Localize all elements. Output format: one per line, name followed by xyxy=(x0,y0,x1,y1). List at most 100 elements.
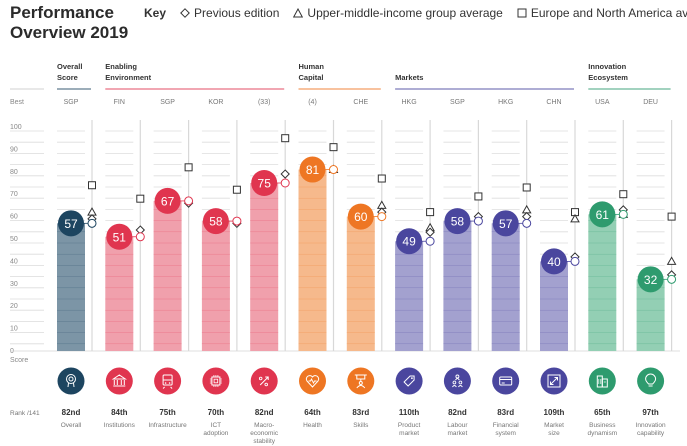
best-country-code: (4) xyxy=(308,99,317,106)
europe-na-marker xyxy=(88,181,96,190)
pillar-name-line1: Innovation xyxy=(636,422,666,429)
rank-value: 75th xyxy=(159,408,176,417)
upper-middle-marker xyxy=(87,207,97,216)
pillar-icon xyxy=(105,367,133,395)
score-value: 51 xyxy=(113,230,127,244)
group-name-line1: Innovation xyxy=(588,62,626,71)
current-score-marker xyxy=(135,232,145,242)
pillar-column: CHE 60 83rd Skills xyxy=(346,99,387,429)
score-bar xyxy=(250,183,279,351)
best-label: Best xyxy=(10,99,24,106)
score-value: 58 xyxy=(451,215,465,229)
pillar-column: SGP 67 75th Infrastructure xyxy=(148,99,194,429)
y-tick-label: 100 xyxy=(10,124,22,131)
pillar-name-line2: capability xyxy=(637,430,665,437)
rank-value: 83rd xyxy=(352,408,369,417)
percent-icon-glyph xyxy=(258,376,269,387)
y-tick-label: 90 xyxy=(10,146,18,153)
current-score-marker xyxy=(425,236,435,246)
group-name-line1: Human xyxy=(299,62,325,71)
chip-icon-glyph xyxy=(209,375,222,387)
triangle-icon xyxy=(293,8,304,18)
previous-edition-marker xyxy=(280,169,290,179)
score-bar xyxy=(346,216,375,351)
pillar-name-line1: Macro- xyxy=(254,422,274,429)
lightbulb-icon xyxy=(637,367,665,395)
institution-icon-glyph xyxy=(111,374,127,387)
best-country-code: USA xyxy=(595,99,610,106)
score-bar xyxy=(443,221,472,351)
europe-na-marker xyxy=(281,134,290,143)
pillar-icon xyxy=(347,367,375,395)
legend-item-europe: Europe and North America average xyxy=(517,6,687,20)
title-line-2: Overview 2019 xyxy=(10,23,129,42)
rank-value: 82nd xyxy=(62,408,81,417)
pillar-name-line1: Overall xyxy=(61,422,82,429)
card-icon xyxy=(492,367,520,395)
score-bubble xyxy=(202,208,229,235)
score-bubble xyxy=(154,187,181,214)
best-country-code: HKG xyxy=(402,99,417,106)
score-bubble xyxy=(251,170,278,196)
group-header: Innovation Ecosystem xyxy=(588,62,671,90)
score-bubble xyxy=(347,203,374,230)
score-bubble xyxy=(58,210,84,237)
current-score-marker xyxy=(667,274,677,284)
upper-middle-marker xyxy=(666,256,677,265)
score-bar xyxy=(201,221,230,351)
score-value: 58 xyxy=(209,215,223,229)
score-value: 81 xyxy=(306,163,320,177)
pillar-icon xyxy=(395,367,423,395)
score-value: 60 xyxy=(354,210,368,224)
score-value: 75 xyxy=(258,177,272,191)
tag-icon xyxy=(395,367,423,395)
europe-na-marker xyxy=(522,183,531,192)
chip-icon xyxy=(202,367,230,395)
score-bubble xyxy=(541,248,567,275)
pillar-name-line1: Business xyxy=(589,422,616,429)
best-country-code: (33) xyxy=(258,99,270,106)
current-score-marker xyxy=(232,216,242,226)
train-icon-glyph xyxy=(162,374,173,389)
pillar-column: SGP 57 82nd Overall xyxy=(57,99,97,429)
upper-middle-marker xyxy=(570,213,580,223)
group-header: Markets xyxy=(395,73,574,90)
pillar-icon xyxy=(57,367,85,395)
legend-label-europe: Europe and North America average xyxy=(530,6,687,20)
group-name-line2: Ecosystem xyxy=(588,73,628,82)
pillar-name-line2: economic xyxy=(250,430,279,437)
y-tick-label: 10 xyxy=(10,326,18,333)
lightbulb-icon-glyph xyxy=(645,373,657,387)
current-score-marker xyxy=(618,209,628,219)
current-score-marker xyxy=(473,216,483,226)
rank-value: 64th xyxy=(304,408,321,417)
pillar-icon xyxy=(443,367,471,395)
europe-na-marker xyxy=(474,192,483,201)
buildings-icon-glyph xyxy=(596,375,608,388)
pillar-icon xyxy=(250,367,278,395)
rank-value: 65th xyxy=(594,408,611,417)
europe-na-marker xyxy=(667,212,676,221)
upper-middle-marker xyxy=(376,200,387,209)
rank-value: 109th xyxy=(544,408,565,417)
train-icon xyxy=(154,367,182,395)
score-bubble xyxy=(299,156,326,183)
legend-item-upper-middle: Upper-middle-income group average xyxy=(293,6,503,20)
score-bar xyxy=(298,169,327,351)
rank-value: 83rd xyxy=(497,408,514,417)
europe-na-marker xyxy=(619,190,628,199)
pillar-name-line1: Infrastructure xyxy=(148,422,187,429)
pillar-name-line2: market xyxy=(399,430,419,437)
pillar-name-line1: Skills xyxy=(353,422,369,429)
heart-icon-glyph xyxy=(305,375,320,388)
score-value: 40 xyxy=(547,255,561,269)
institution-icon xyxy=(105,367,133,395)
current-score-marker xyxy=(280,178,290,188)
pillar-name-line2: dynamism xyxy=(587,430,617,437)
pillar-name-line2: size xyxy=(548,430,560,437)
europe-na-marker xyxy=(232,185,241,194)
best-country-code: SGP xyxy=(64,99,79,106)
